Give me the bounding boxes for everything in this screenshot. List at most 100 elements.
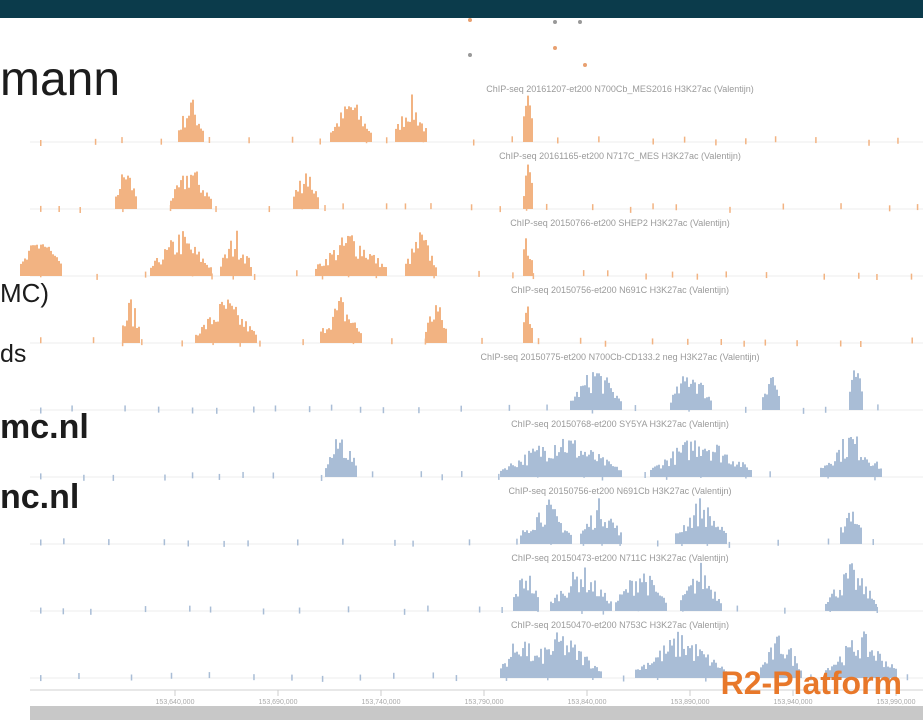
peak bbox=[596, 667, 598, 678]
peak bbox=[688, 586, 690, 611]
noise-peak bbox=[94, 138, 97, 145]
peak bbox=[348, 106, 350, 142]
peak bbox=[42, 244, 44, 276]
peak bbox=[723, 669, 725, 678]
peak bbox=[134, 308, 136, 343]
peak bbox=[584, 451, 586, 477]
peak bbox=[800, 670, 802, 678]
peak bbox=[827, 668, 829, 678]
peak bbox=[356, 104, 358, 142]
peak bbox=[858, 524, 860, 544]
peak bbox=[529, 105, 531, 142]
peak bbox=[429, 316, 431, 343]
peak bbox=[857, 373, 859, 410]
peak bbox=[602, 393, 604, 410]
track-label: ChIP-seq 20150473-et200 N711C H3K27ac (V… bbox=[511, 553, 728, 563]
peak bbox=[865, 586, 867, 611]
peak bbox=[740, 466, 742, 477]
peak bbox=[833, 664, 835, 678]
peak bbox=[528, 450, 530, 477]
peak bbox=[770, 377, 772, 410]
peak bbox=[502, 469, 504, 477]
peak bbox=[538, 657, 540, 678]
noise-peak bbox=[308, 406, 311, 413]
peak bbox=[247, 331, 249, 343]
peak bbox=[425, 239, 427, 276]
peak bbox=[594, 459, 596, 477]
peak bbox=[552, 509, 554, 544]
peak bbox=[554, 639, 556, 678]
peak bbox=[677, 631, 679, 678]
peak bbox=[415, 112, 417, 142]
peak bbox=[700, 562, 702, 611]
peak bbox=[346, 109, 348, 142]
peak bbox=[527, 95, 529, 142]
noise-peak bbox=[598, 136, 600, 143]
peak bbox=[523, 322, 525, 343]
noise-peak bbox=[705, 675, 707, 682]
peak bbox=[670, 458, 672, 477]
peak bbox=[710, 589, 712, 611]
peak bbox=[536, 655, 538, 678]
peak bbox=[328, 328, 330, 343]
peak bbox=[166, 249, 168, 276]
peak bbox=[610, 388, 612, 410]
peak bbox=[633, 595, 635, 611]
axis-label: 153,990,000 bbox=[877, 699, 916, 706]
peak bbox=[528, 667, 530, 678]
peak bbox=[540, 522, 542, 544]
peak bbox=[867, 598, 869, 611]
peak bbox=[332, 131, 334, 142]
peak bbox=[522, 464, 524, 477]
noise-peak bbox=[272, 472, 275, 479]
peak bbox=[534, 451, 536, 477]
peak bbox=[443, 327, 445, 343]
peak bbox=[202, 258, 204, 276]
peak bbox=[586, 592, 588, 611]
peak bbox=[693, 515, 695, 544]
peak bbox=[690, 441, 692, 477]
noise-peak bbox=[557, 137, 559, 144]
peak bbox=[778, 635, 780, 678]
peak bbox=[682, 376, 684, 410]
noise-peak bbox=[501, 606, 503, 613]
peak bbox=[855, 655, 857, 678]
peak bbox=[696, 393, 698, 410]
peak bbox=[590, 393, 592, 410]
peak bbox=[366, 128, 368, 142]
peak bbox=[764, 393, 766, 410]
peak bbox=[523, 196, 525, 209]
peak bbox=[516, 651, 518, 678]
peak bbox=[522, 648, 524, 678]
peak bbox=[526, 530, 528, 544]
text-line: MC) bbox=[0, 278, 50, 308]
peak bbox=[562, 636, 564, 678]
peak bbox=[684, 381, 686, 410]
peak bbox=[790, 648, 792, 678]
peak bbox=[826, 465, 828, 477]
peak bbox=[373, 254, 375, 276]
peak bbox=[213, 319, 215, 343]
peak bbox=[529, 259, 531, 276]
peak bbox=[594, 527, 596, 544]
noise-peak bbox=[259, 340, 261, 347]
peak bbox=[887, 666, 889, 678]
peak bbox=[525, 175, 527, 209]
peak bbox=[774, 643, 776, 678]
peak bbox=[572, 571, 574, 611]
peak bbox=[782, 654, 784, 678]
peak bbox=[540, 456, 542, 477]
peak bbox=[524, 669, 526, 678]
peak bbox=[720, 603, 722, 611]
peak bbox=[240, 257, 242, 276]
peak bbox=[357, 258, 359, 276]
noise-peak bbox=[470, 204, 473, 211]
peak bbox=[588, 590, 590, 611]
peak bbox=[760, 667, 762, 678]
noise-peak bbox=[248, 137, 250, 144]
peak bbox=[590, 450, 592, 477]
peak bbox=[669, 640, 671, 678]
peak bbox=[870, 466, 872, 477]
peak bbox=[677, 533, 679, 544]
peak bbox=[717, 667, 719, 678]
